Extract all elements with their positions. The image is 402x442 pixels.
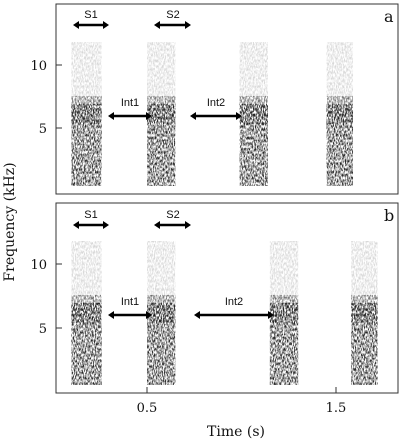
syllable-3 [269, 241, 299, 385]
spectrogram-band [71, 241, 102, 305]
panel-a-letter: a [384, 7, 394, 26]
panel-b-letter: b [384, 206, 394, 225]
syllable-2 [147, 241, 176, 385]
spectrogram-band [71, 104, 102, 186]
s1-label: S1 [84, 9, 97, 21]
panel-a-syllables [71, 42, 354, 186]
spectrogram-band [71, 42, 102, 106]
y-tick-label-5: 5 [39, 322, 47, 337]
syllable-1 [71, 42, 102, 186]
int1-label: Int1 [121, 97, 139, 109]
s2-label: S2 [166, 209, 179, 221]
s2-label: S2 [166, 9, 179, 21]
int2-label: Int2 [225, 296, 243, 308]
y-tick-label-10: 10 [30, 59, 47, 74]
spectrogram-band [239, 42, 268, 106]
panel-a: a 10 5 S1 S2 Int1 Int2 [30, 3, 399, 195]
y-tick-label-5: 5 [39, 122, 47, 137]
syllable-4 [351, 241, 378, 385]
panel-b-frame [55, 202, 399, 394]
s1-label: S1 [84, 209, 97, 221]
spectrogram-band [351, 241, 378, 305]
y-axis-label: Frequency (kHz) [2, 162, 18, 281]
spectrogram-band [239, 104, 268, 186]
spectrogram-band [147, 241, 176, 305]
spectrogram-band [147, 303, 176, 385]
x-tick-label-1-5: 1.5 [326, 401, 347, 416]
syllable-3 [239, 42, 268, 186]
spectrogram-band [351, 303, 378, 385]
x-axis-label: Time (s) [207, 424, 265, 440]
panel-b: b 10 5 S1 S2 Int1 Int2 [30, 202, 399, 394]
syllable-1 [71, 241, 102, 385]
int1-label: Int1 [121, 296, 139, 308]
y-tick-label-10: 10 [30, 258, 47, 273]
int2-label: Int2 [207, 97, 225, 109]
syllable-2 [147, 42, 176, 186]
spectrogram-band [269, 241, 299, 305]
syllable-4 [326, 42, 354, 186]
spectrogram-band [269, 303, 299, 385]
x-tick-label-0-5: 0.5 [137, 401, 158, 416]
spectrogram-band [71, 303, 102, 385]
spectrogram-band [147, 104, 176, 186]
panel-b-syllables [71, 241, 378, 385]
spectrogram-band [326, 42, 354, 106]
spectrogram-band [147, 42, 176, 106]
int2-arrowheads [190, 112, 242, 120]
spectrogram-band [326, 104, 354, 186]
